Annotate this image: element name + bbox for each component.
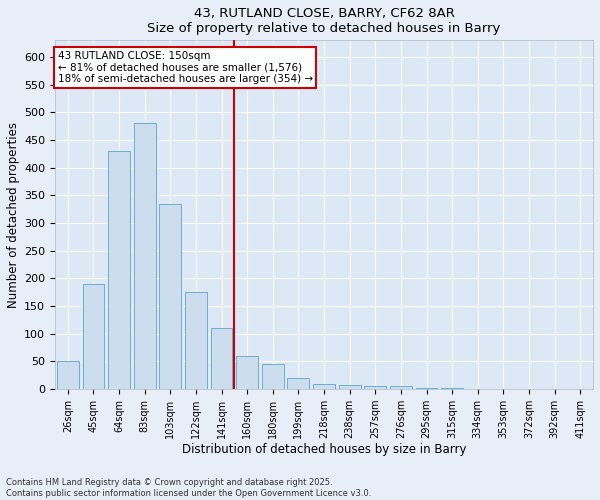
Bar (416, 388, 437, 389)
Bar (467, 388, 488, 389)
Bar (441, 388, 463, 389)
Bar (313, 384, 335, 389)
Bar (108, 151, 130, 389)
Title: 43, RUTLAND CLOSE, BARRY, CF62 8AR
Size of property relative to detached houses : 43, RUTLAND CLOSE, BARRY, CF62 8AR Size … (148, 7, 500, 35)
Bar (236, 356, 258, 389)
X-axis label: Distribution of detached houses by size in Barry: Distribution of detached houses by size … (182, 442, 466, 456)
Bar (493, 388, 514, 389)
Bar (364, 386, 386, 389)
Bar (185, 292, 207, 389)
Bar (160, 204, 181, 389)
Y-axis label: Number of detached properties: Number of detached properties (7, 122, 20, 308)
Bar (83, 284, 104, 389)
Bar (262, 364, 284, 389)
Bar (287, 378, 309, 389)
Bar (134, 124, 155, 389)
Bar (57, 362, 79, 389)
Bar (339, 384, 361, 389)
Bar (211, 328, 232, 389)
Text: Contains HM Land Registry data © Crown copyright and database right 2025.
Contai: Contains HM Land Registry data © Crown c… (6, 478, 371, 498)
Text: 43 RUTLAND CLOSE: 150sqm
← 81% of detached houses are smaller (1,576)
18% of sem: 43 RUTLAND CLOSE: 150sqm ← 81% of detach… (58, 50, 313, 84)
Bar (390, 386, 412, 389)
